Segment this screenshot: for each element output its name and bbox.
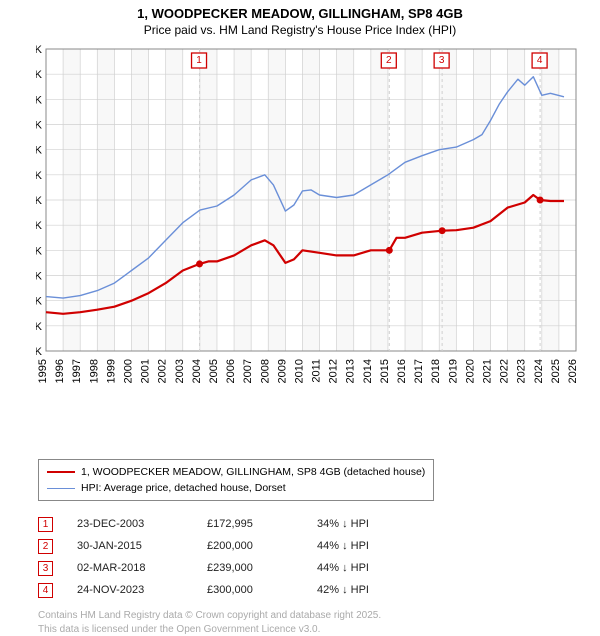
svg-text:2: 2 (386, 55, 392, 66)
legend: 1, WOODPECKER MEADOW, GILLINGHAM, SP8 4G… (38, 459, 434, 501)
svg-text:2006: 2006 (225, 359, 237, 383)
svg-text:2016: 2016 (396, 359, 408, 383)
svg-text:2005: 2005 (208, 359, 220, 383)
transactions-table: 1 23-DEC-2003£172,99534% ↓ HPI 2 30-JAN-201… (38, 513, 600, 601)
transaction-date: 30-JAN-2015 (77, 540, 207, 552)
transaction-marker-box: 4 (38, 583, 53, 598)
transaction-price: £200,000 (207, 540, 317, 552)
svg-text:2022: 2022 (499, 359, 511, 383)
svg-text:2013: 2013 (345, 359, 357, 383)
legend-item: HPI: Average price, detached house, Dors… (47, 480, 425, 496)
svg-text:3: 3 (439, 55, 445, 66)
svg-text:1999: 1999 (105, 359, 117, 383)
svg-text:£400K: £400K (36, 145, 43, 157)
svg-text:2001: 2001 (140, 359, 152, 383)
transaction-price: £172,995 (207, 518, 317, 530)
svg-text:£250K: £250K (36, 220, 43, 232)
price-hpi-chart: £0K £50K £100K £150K £200K £250K £300K £350K £40… (36, 41, 596, 411)
svg-text:£600K: £600K (36, 44, 43, 56)
legend-label: 1, WOODPECKER MEADOW, GILLINGHAM, SP8 4G… (81, 464, 425, 480)
svg-text:1997: 1997 (71, 359, 83, 383)
svg-text:2012: 2012 (328, 359, 340, 383)
svg-text:2023: 2023 (516, 359, 528, 383)
svg-text:2011: 2011 (311, 359, 323, 383)
svg-text:2019: 2019 (447, 359, 459, 383)
svg-text:£100K: £100K (36, 296, 43, 308)
svg-text:£200K: £200K (36, 245, 43, 257)
chart-container: £0K £50K £100K £150K £200K £250K £300K £350K £40… (36, 41, 596, 411)
svg-text:2009: 2009 (276, 359, 288, 383)
svg-text:2000: 2000 (122, 359, 134, 383)
transaction-marker-box: 2 (38, 539, 53, 554)
svg-text:2021: 2021 (482, 359, 494, 383)
svg-text:2007: 2007 (242, 359, 254, 383)
transaction-diff: 34% ↓ HPI (317, 518, 369, 530)
transaction-row: 1 23-DEC-2003£172,99534% ↓ HPI (38, 513, 600, 535)
svg-text:£550K: £550K (36, 69, 43, 81)
svg-text:2018: 2018 (430, 359, 442, 383)
footer-line-1: Contains HM Land Registry data © Crown c… (38, 609, 558, 623)
legend-swatch (47, 471, 75, 473)
transaction-date: 24-NOV-2023 (77, 584, 207, 596)
transaction-diff: 44% ↓ HPI (317, 540, 369, 552)
legend-item: 1, WOODPECKER MEADOW, GILLINGHAM, SP8 4G… (47, 464, 425, 480)
transaction-row: 3 02-MAR-2018£239,00044% ↓ HPI (38, 557, 600, 579)
svg-text:£50K: £50K (36, 321, 43, 333)
transaction-row: 2 30-JAN-2015£200,00044% ↓ HPI (38, 535, 600, 557)
svg-text:2004: 2004 (191, 359, 203, 383)
transaction-diff: 42% ↓ HPI (317, 584, 369, 596)
transaction-marker-box: 1 (38, 517, 53, 532)
transaction-date: 23-DEC-2003 (77, 518, 207, 530)
svg-text:2020: 2020 (464, 359, 476, 383)
transaction-price: £300,000 (207, 584, 317, 596)
svg-text:1996: 1996 (54, 359, 66, 383)
svg-text:£350K: £350K (36, 170, 43, 182)
legend-swatch (47, 488, 75, 489)
svg-text:2026: 2026 (567, 359, 579, 383)
svg-text:£150K: £150K (36, 271, 43, 283)
transaction-price: £239,000 (207, 562, 317, 574)
svg-text:2024: 2024 (533, 359, 545, 383)
svg-text:2025: 2025 (550, 359, 562, 383)
transaction-marker-box: 3 (38, 561, 53, 576)
svg-text:2008: 2008 (259, 359, 271, 383)
chart-subtitle: Price paid vs. HM Land Registry's House … (0, 23, 600, 37)
svg-text:2003: 2003 (174, 359, 186, 383)
legend-label: HPI: Average price, detached house, Dors… (81, 480, 286, 496)
svg-text:2017: 2017 (413, 359, 425, 383)
svg-text:2010: 2010 (293, 359, 305, 383)
svg-text:1: 1 (196, 55, 202, 66)
chart-title-block: 1, WOODPECKER MEADOW, GILLINGHAM, SP8 4G… (0, 0, 600, 37)
svg-text:£450K: £450K (36, 120, 43, 132)
transaction-date: 02-MAR-2018 (77, 562, 207, 574)
transaction-row: 4 24-NOV-2023£300,00042% ↓ HPI (38, 579, 600, 601)
svg-text:4: 4 (537, 55, 543, 66)
svg-text:£300K: £300K (36, 195, 43, 207)
footer-attribution: Contains HM Land Registry data © Crown c… (38, 609, 558, 636)
svg-text:£500K: £500K (36, 94, 43, 106)
transaction-diff: 44% ↓ HPI (317, 562, 369, 574)
svg-text:1998: 1998 (88, 359, 100, 383)
svg-text:£0K: £0K (36, 346, 43, 358)
svg-text:1995: 1995 (37, 359, 49, 383)
svg-text:2002: 2002 (157, 359, 169, 383)
svg-text:2015: 2015 (379, 359, 391, 383)
svg-text:2014: 2014 (362, 359, 374, 383)
footer-line-2: This data is licensed under the Open Gov… (38, 623, 558, 636)
chart-title: 1, WOODPECKER MEADOW, GILLINGHAM, SP8 4G… (0, 6, 600, 21)
